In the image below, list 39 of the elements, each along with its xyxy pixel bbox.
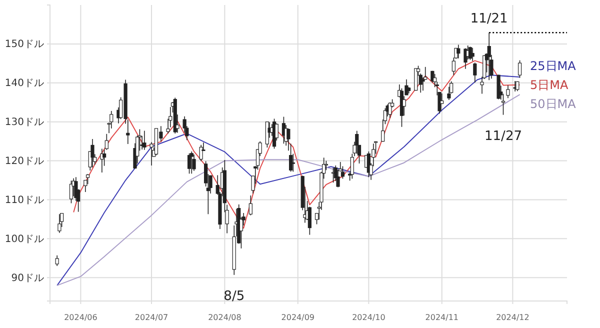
x-tick-label: 2024/12: [496, 312, 530, 322]
candlestick: [506, 84, 510, 98]
series-label: 50日MA: [530, 97, 577, 111]
y-tick-label: 110ドル: [4, 194, 44, 206]
candlestick: [291, 153, 295, 172]
y-tick-label: 90ドル: [11, 272, 44, 284]
x-tick-label: 2024/08: [208, 312, 242, 322]
y-tick-label: 100ドル: [4, 234, 44, 245]
x-tick-label: 2024/06: [64, 312, 98, 322]
y-tick-label: 130ドル: [4, 117, 44, 128]
candlestick: [104, 134, 108, 150]
candlestick: [58, 214, 62, 234]
candlestick: [470, 47, 474, 62]
candlestick: [324, 160, 328, 171]
candlestick: [190, 151, 194, 174]
annotation: 8/5: [224, 288, 245, 304]
x-tick-label: 2024/09: [281, 312, 314, 322]
candlestick: [55, 255, 59, 266]
candlestick: [110, 110, 114, 129]
x-tick-label: 2024/07: [134, 312, 168, 322]
annotation: 11/21: [470, 12, 508, 27]
candlestick: [90, 138, 94, 168]
series-label: 25日MA: [530, 59, 577, 73]
x-tick-label: 2024/10: [352, 312, 386, 322]
candlestick: [473, 62, 477, 83]
candlestick: [355, 130, 359, 154]
y-tick-label: 120ドル: [4, 156, 44, 167]
annotation: 11/27: [484, 128, 522, 144]
candlestick: [340, 166, 345, 180]
candlestick: [86, 174, 90, 185]
candlestick: [496, 74, 500, 100]
series-label: 5日MA: [530, 78, 569, 92]
y-tick-label: 140ドル: [4, 78, 44, 90]
candlestick: [248, 195, 252, 216]
y-tick-label: 150ドル: [4, 39, 44, 50]
candlestick: [518, 60, 522, 78]
x-tick-label: 2024/11: [425, 312, 458, 322]
candlestick: [199, 144, 203, 162]
candlestick: [487, 32, 491, 81]
